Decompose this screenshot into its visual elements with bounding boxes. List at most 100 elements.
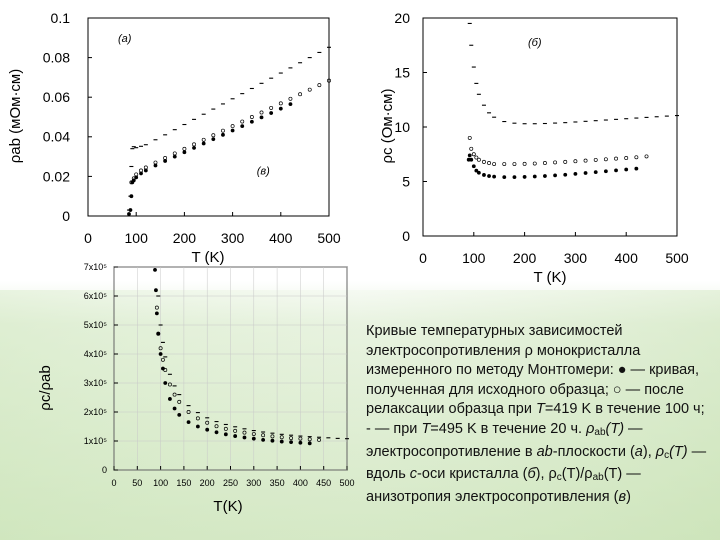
data-point (270, 438, 275, 443)
data-point (242, 435, 247, 440)
data-point (474, 168, 479, 173)
x-tick-label: 500 (317, 230, 341, 246)
data-point (163, 368, 168, 372)
y-tick-label: 10 (394, 119, 410, 135)
y-axis-label: ρc (Ом·см) (379, 89, 396, 164)
data-point (476, 170, 481, 175)
data-point (492, 162, 497, 167)
data-point (223, 432, 228, 437)
data-point (532, 161, 537, 166)
y-tick-label: 0 (62, 208, 70, 224)
data-point (474, 155, 479, 160)
data-point (289, 436, 294, 441)
data-point (317, 83, 322, 88)
y-tick-label: 0.04 (43, 129, 70, 145)
x-axis-label: T (K) (191, 249, 224, 266)
data-point (214, 424, 219, 429)
data-point (593, 170, 598, 175)
figure-caption: Кривые температурных зависимостей электр… (366, 322, 710, 507)
annotation: (в) (257, 165, 270, 177)
data-point (269, 105, 274, 110)
caption-subscript: ab (592, 472, 604, 484)
data-point (240, 124, 245, 129)
x-tick-label: 0 (111, 478, 116, 488)
y-tick-label: 0 (402, 228, 410, 244)
data-point (279, 435, 284, 440)
caption-text: — вдоль (366, 443, 707, 483)
caption-panel-ref: в (618, 488, 627, 505)
data-point (512, 175, 517, 180)
x-tick-label: 0 (84, 230, 92, 246)
caption-symbol: c (409, 466, 418, 483)
y-tick-label: 2x10⁵ (84, 407, 108, 417)
x-tick-label: 400 (293, 478, 308, 488)
data-point (160, 357, 165, 362)
plot-frame (422, 17, 678, 237)
data-point (182, 150, 187, 155)
data-point (182, 146, 187, 151)
caption-text: =495 K в течение 20 ч. (430, 420, 587, 437)
data-point (593, 157, 598, 162)
data-point (298, 436, 303, 441)
caption-subscript: c (556, 472, 562, 484)
y-tick-label: 1x10⁵ (84, 436, 108, 446)
x-tick-label: 300 (564, 250, 588, 266)
data-point (127, 212, 131, 216)
caption-symbol: ρ (655, 443, 665, 460)
y-tick-label: 0.08 (43, 50, 70, 66)
panel-label: (а) (118, 33, 132, 45)
data-point (251, 436, 256, 441)
data-point (143, 168, 148, 173)
y-tick-label: 5x10⁵ (84, 320, 108, 330)
data-point (644, 154, 649, 159)
data-point (573, 171, 578, 176)
data-point (249, 119, 254, 124)
data-point (186, 410, 191, 414)
data-point (158, 352, 163, 356)
caption-panel-ref: б (527, 466, 536, 483)
data-point (307, 441, 312, 446)
caption-text: Кривые температурных зависимостей электр… (366, 323, 700, 418)
data-point (327, 78, 331, 83)
data-point (317, 437, 321, 442)
caption-text: -оси кристалла ( (417, 466, 528, 483)
data-point (553, 160, 558, 165)
data-point (583, 171, 588, 175)
data-point (177, 399, 182, 404)
y-axis-label: ρc/ρab (37, 365, 54, 410)
caption-subscript: ab (594, 426, 606, 438)
data-point (563, 172, 568, 177)
caption-symbol: (T) (669, 443, 688, 460)
data-point (614, 156, 618, 161)
data-point (214, 430, 219, 435)
panel-label: (б) (528, 37, 542, 49)
data-point (269, 111, 274, 115)
x-tick-label: 500 (665, 250, 689, 266)
y-tick-label: 0.06 (43, 89, 70, 105)
data-point (153, 160, 158, 165)
data-point (563, 159, 568, 164)
data-point (153, 163, 158, 168)
data-point (156, 331, 161, 336)
caption-text: ) (626, 488, 631, 505)
data-point (469, 146, 474, 151)
data-point (614, 168, 618, 173)
data-point (230, 124, 235, 129)
y-tick-label: 15 (394, 64, 410, 80)
data-point (487, 174, 491, 178)
x-tick-label: 100 (462, 250, 486, 266)
data-point (242, 430, 247, 435)
caption-text: ), (642, 443, 656, 460)
data-point (583, 158, 588, 163)
data-point (502, 162, 507, 167)
x-tick-label: 400 (615, 250, 639, 266)
x-tick-label: 100 (153, 478, 168, 488)
data-point (168, 397, 172, 401)
y-tick-label: 0.1 (51, 10, 71, 26)
x-tick-label: 0 (419, 250, 427, 266)
plot-frame (87, 17, 330, 217)
data-point (522, 175, 527, 179)
data-point (298, 92, 303, 97)
